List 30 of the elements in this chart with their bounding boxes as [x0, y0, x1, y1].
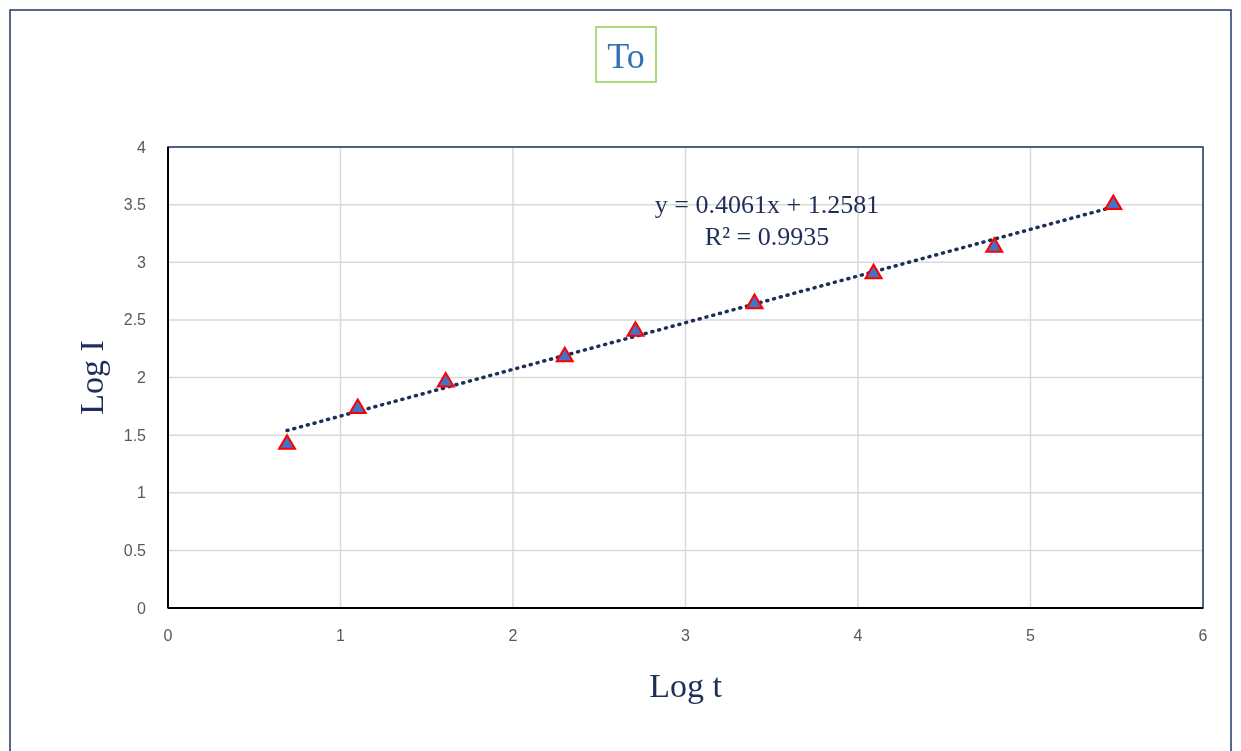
chart-title: To	[607, 36, 645, 76]
point	[555, 346, 574, 363]
point	[436, 371, 455, 388]
x-tick-label: 4	[853, 627, 863, 644]
y-tick-label: 0	[137, 599, 147, 617]
x-tick-label: 1	[336, 627, 346, 644]
y-tick-label: 3.5	[123, 196, 147, 214]
point	[745, 293, 764, 310]
x-tick-label: 5	[1026, 627, 1036, 644]
y-tick-label: 2	[137, 369, 147, 387]
y-tick-label: 1	[137, 484, 147, 502]
x-tick-label: 2	[508, 627, 518, 644]
x-tick-label: 0	[163, 627, 173, 644]
y-tick-label: 4	[137, 138, 147, 156]
x-tick-label: 6	[1198, 627, 1208, 644]
point	[1104, 194, 1123, 211]
y-tick-label: 1.5	[123, 426, 147, 444]
x-tick-label: 3	[681, 627, 691, 644]
point	[278, 434, 297, 450]
annotation: y = 0.4061x + 1.2581	[654, 190, 880, 219]
point	[626, 321, 645, 337]
y-tick-label: 3	[137, 253, 147, 271]
x-axis-title: Log t	[649, 667, 723, 704]
y-tick-label: 2.5	[123, 311, 147, 329]
y-axis-title: Log I	[73, 340, 110, 415]
point	[985, 237, 1004, 253]
annotation: R² = 0.9935	[704, 222, 830, 251]
point	[864, 263, 883, 280]
point	[348, 398, 367, 415]
y-tick-label: 0.5	[123, 541, 147, 559]
